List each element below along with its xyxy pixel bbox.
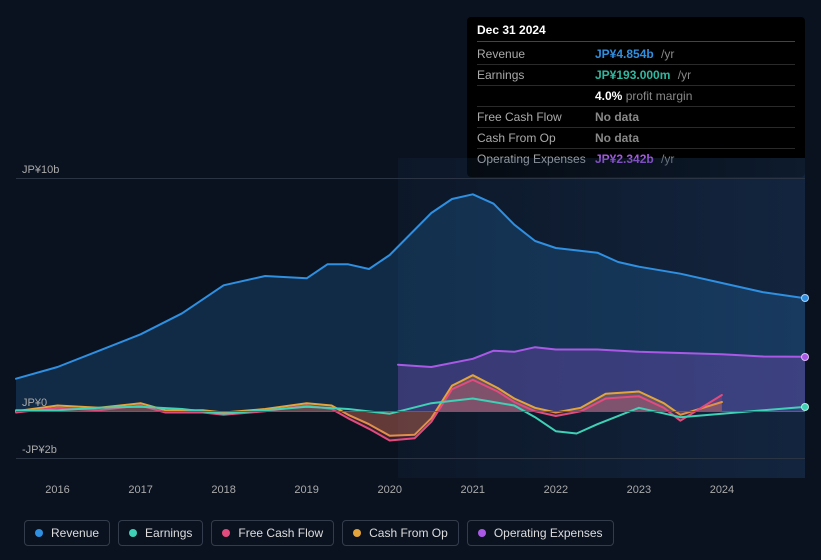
tooltip-row-label: Earnings: [477, 68, 595, 82]
tooltip-row-value: JP¥193.000m: [595, 68, 670, 82]
x-axis-tick: 2022: [544, 484, 568, 496]
end-marker-opex: [801, 353, 809, 361]
legend-item-revenue[interactable]: Revenue: [24, 520, 110, 546]
x-axis-tick: 2016: [45, 484, 69, 496]
gridline: [16, 458, 805, 459]
legend-swatch: [35, 529, 43, 537]
legend-label: Earnings: [145, 526, 192, 540]
x-axis: 2016 2017 2018 2019 2020 2021 2022 2023 2024: [16, 484, 805, 504]
end-marker-earnings: [801, 403, 809, 411]
tooltip-row: Free Cash FlowNo data: [477, 107, 795, 128]
tooltip-row-value: No data: [595, 110, 639, 124]
tooltip-row: Cash From OpNo data: [477, 128, 795, 149]
y-axis-label: JP¥10b: [22, 164, 64, 176]
y-axis-label: JP¥0: [22, 397, 64, 409]
chart-area: JP¥10b JP¥0 -JP¥2b: [16, 158, 805, 478]
legend-item-earnings[interactable]: Earnings: [118, 520, 203, 546]
tooltip-row-label: Free Cash Flow: [477, 110, 595, 124]
x-axis-tick: 2021: [461, 484, 485, 496]
tooltip-date: Dec 31 2024: [477, 23, 795, 42]
end-marker-revenue: [801, 294, 809, 302]
gridline: [16, 411, 805, 412]
legend-label: Free Cash Flow: [238, 526, 323, 540]
legend-swatch: [129, 529, 137, 537]
chart-svg: [16, 158, 805, 478]
tooltip-row-unit: /yr: [658, 47, 675, 61]
tooltip-row-label: Revenue: [477, 47, 595, 61]
x-axis-tick: 2017: [128, 484, 152, 496]
tooltip-row: EarningsJP¥193.000m /yr: [477, 65, 795, 86]
tooltip-subrow: 4.0% profit margin: [477, 86, 795, 107]
legend-label: Revenue: [51, 526, 99, 540]
x-axis-tick: 2020: [377, 484, 401, 496]
legend-item-cashop[interactable]: Cash From Op: [342, 520, 459, 546]
tooltip-row-value: No data: [595, 131, 639, 145]
legend-item-opex[interactable]: Operating Expenses: [467, 520, 614, 546]
x-axis-tick: 2018: [211, 484, 235, 496]
legend-swatch: [353, 529, 361, 537]
tooltip-sub-text: profit margin: [622, 89, 692, 103]
x-axis-tick: 2019: [294, 484, 318, 496]
tooltip-row: RevenueJP¥4.854b /yr: [477, 44, 795, 65]
x-axis-tick: 2024: [710, 484, 734, 496]
legend-swatch: [222, 529, 230, 537]
legend-label: Operating Expenses: [494, 526, 603, 540]
tooltip-row-value: JP¥4.854b: [595, 47, 654, 61]
gridline: [16, 178, 805, 179]
tooltip-sub-bold: 4.0%: [595, 89, 622, 103]
legend-swatch: [478, 529, 486, 537]
y-axis-label: -JP¥2b: [22, 444, 64, 456]
tooltip-row-unit: /yr: [674, 68, 691, 82]
legend-label: Cash From Op: [369, 526, 448, 540]
legend: Revenue Earnings Free Cash Flow Cash From O…: [24, 520, 614, 546]
x-axis-tick: 2023: [627, 484, 651, 496]
legend-item-fcf[interactable]: Free Cash Flow: [211, 520, 334, 546]
data-tooltip: Dec 31 2024 RevenueJP¥4.854b /yrEarnings…: [467, 17, 805, 177]
tooltip-row-label: Cash From Op: [477, 131, 595, 145]
